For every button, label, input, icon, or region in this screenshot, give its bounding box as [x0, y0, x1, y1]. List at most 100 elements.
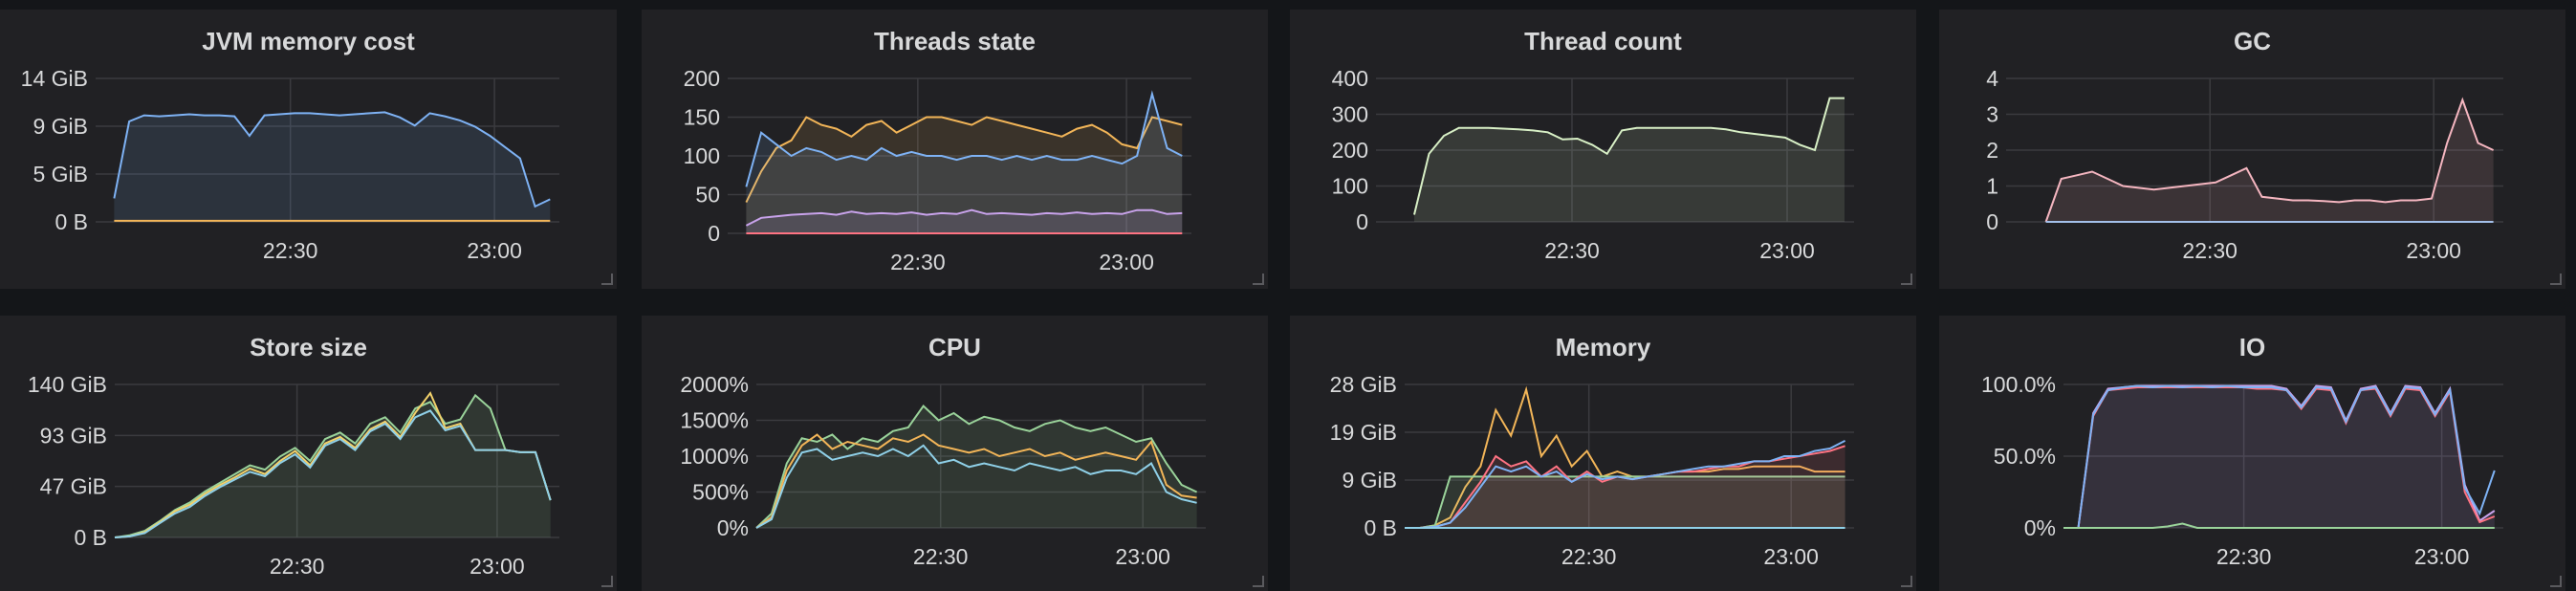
y-tick-label: 140 GiB — [28, 372, 107, 397]
series-line[interactable] — [114, 393, 552, 538]
y-tick-label: 5 GiB — [33, 162, 88, 186]
series-line[interactable] — [755, 404, 1198, 529]
panel-title[interactable]: GC — [2234, 27, 2271, 55]
series-area — [746, 209, 1183, 233]
resize-handle-icon[interactable] — [1901, 576, 1912, 587]
x-tick-label: 22:30 — [263, 238, 318, 263]
series-line[interactable] — [1405, 475, 1845, 529]
x-tick-label: 23:00 — [1763, 544, 1819, 569]
panel-memory[interactable]: Memory 28 GiB 19 GiB 9 GiB 0 B 22:30 23:00 — [1290, 316, 1916, 591]
chart-svg: 28 GiB 19 GiB 9 GiB 0 B 22:30 23:00 — [1330, 372, 1854, 569]
x-tick-label: 23:00 — [1115, 544, 1170, 569]
series-line[interactable] — [114, 409, 552, 538]
resize-handle-icon[interactable] — [601, 274, 613, 285]
chart-svg: 140 GiB 93 GiB 47 GiB 0 B 22:30 23:00 — [28, 372, 559, 579]
x-tick-label: 23:00 — [2414, 544, 2470, 569]
y-tick-label: 200 — [684, 66, 720, 91]
series-line[interactable] — [113, 111, 551, 208]
y-tick-label: 9 GiB — [1342, 468, 1397, 492]
x-tick-label: 22:30 — [2182, 238, 2238, 263]
panel-io[interactable]: IO 100.0% 50.0% 0% 22:30 23:00 — [1939, 316, 2565, 591]
y-tick-label: 2000% — [680, 372, 749, 397]
resize-handle-icon[interactable] — [2550, 274, 2562, 285]
x-tick-label: 23:00 — [1099, 250, 1154, 274]
panel-threads-state[interactable]: Threads state 200 150 100 50 0 22:30 23:00 — [642, 10, 1268, 289]
y-tick-label: 100 — [684, 143, 720, 168]
panel-title[interactable]: IO — [2238, 333, 2266, 361]
series-area — [1405, 476, 1845, 528]
panel-title[interactable]: Store size — [250, 333, 367, 361]
y-tick-label: 0% — [717, 515, 749, 540]
resize-handle-icon[interactable] — [1253, 274, 1264, 285]
x-tick-label: 22:30 — [2216, 544, 2272, 569]
x-tick-label: 23:00 — [1759, 238, 1815, 263]
chart-svg: 4 3 2 1 0 22:30 23:00 — [1986, 66, 2503, 263]
x-tick-label: 22:30 — [270, 554, 325, 579]
panel-store-size[interactable]: Store size 140 GiB 93 GiB 47 GiB 0 B 22:30 23:… — [0, 316, 617, 591]
y-tick-label: 0% — [2024, 515, 2056, 540]
series-area — [1414, 98, 1845, 222]
panel-title[interactable]: Memory — [1555, 333, 1651, 361]
x-tick-label: 23:00 — [469, 554, 525, 579]
resize-handle-icon[interactable] — [1253, 576, 1264, 587]
y-tick-label: 50.0% — [1994, 444, 2056, 469]
resize-handle-icon[interactable] — [601, 576, 613, 587]
y-tick-label: 0 B — [1364, 515, 1397, 540]
y-tick-label: 93 GiB — [40, 423, 107, 448]
panel-thread-count[interactable]: Thread count 400 300 200 100 0 22:30 23:00 — [1290, 10, 1916, 289]
panel-title[interactable]: Thread count — [1524, 27, 1682, 55]
y-tick-label: 2 — [1986, 138, 1998, 163]
series-line[interactable] — [1405, 440, 1846, 529]
x-tick-label: 22:30 — [913, 544, 969, 569]
series-line[interactable] — [2044, 97, 2495, 223]
y-tick-label: 14 GiB — [21, 66, 88, 91]
series-line[interactable] — [755, 433, 1197, 529]
chart-svg: 2000% 1500% 1000% 500% 0% 22:30 23:00 — [680, 372, 1206, 569]
x-tick-label: 23:00 — [467, 238, 522, 263]
series-line[interactable] — [2063, 384, 2496, 529]
chart-svg: 14 GiB 9 GiB 5 GiB 0 B 22:30 23:00 — [21, 66, 559, 263]
y-tick-label: 1000% — [680, 444, 749, 469]
x-tick-label: 22:30 — [1544, 238, 1600, 263]
y-tick-label: 100 — [1332, 174, 1368, 199]
series-area — [2063, 385, 2495, 528]
resize-handle-icon[interactable] — [2550, 576, 2562, 587]
y-tick-label: 200 — [1332, 138, 1368, 163]
y-tick-label: 19 GiB — [1330, 420, 1397, 445]
y-tick-label: 1500% — [680, 408, 749, 433]
y-tick-label: 28 GiB — [1330, 372, 1397, 397]
series-area — [115, 395, 551, 537]
y-tick-label: 0 — [1356, 209, 1368, 234]
chart-svg: 400 300 200 100 0 22:30 23:00 — [1332, 66, 1854, 263]
x-tick-label: 22:30 — [890, 250, 946, 274]
panel-jvm-memory-cost[interactable]: JVM memory cost 14 GiB 9 GiB 5 GiB 0 B 22:30 2… — [0, 10, 617, 289]
series-line[interactable] — [1413, 97, 1845, 215]
resize-handle-icon[interactable] — [1901, 274, 1912, 285]
y-tick-label: 300 — [1332, 102, 1368, 127]
series-line[interactable] — [745, 116, 1183, 204]
panel-cpu[interactable]: CPU 2000% 1500% 1000% 500% 0% 22:30 23:00 — [642, 316, 1268, 591]
panel-gc[interactable]: GC 4 3 2 1 0 22:30 23:00 — [1939, 10, 2565, 289]
y-tick-label: 100.0% — [1981, 372, 2056, 397]
panel-title[interactable]: CPU — [928, 333, 981, 361]
series-line[interactable] — [745, 90, 1183, 187]
series-area — [746, 94, 1183, 233]
y-tick-label: 3 — [1986, 102, 1998, 127]
y-tick-label: 500% — [692, 480, 749, 505]
series-line[interactable] — [2063, 522, 2495, 529]
x-tick-label: 23:00 — [2406, 238, 2461, 263]
series-area — [114, 112, 551, 222]
panel-title[interactable]: JVM memory cost — [202, 27, 415, 55]
y-tick-label: 50 — [695, 183, 720, 208]
y-tick-label: 9 GiB — [33, 114, 88, 139]
series-line[interactable] — [1405, 385, 1845, 529]
y-tick-label: 0 — [708, 221, 720, 246]
panel-title[interactable]: Threads state — [873, 27, 1037, 55]
series-line[interactable] — [745, 208, 1183, 227]
y-tick-label: 0 B — [55, 209, 88, 234]
series-line[interactable] — [755, 444, 1197, 529]
chart-svg: 100.0% 50.0% 0% 22:30 23:00 — [1981, 372, 2503, 569]
series-area — [756, 405, 1197, 528]
series-area — [2045, 99, 2494, 222]
